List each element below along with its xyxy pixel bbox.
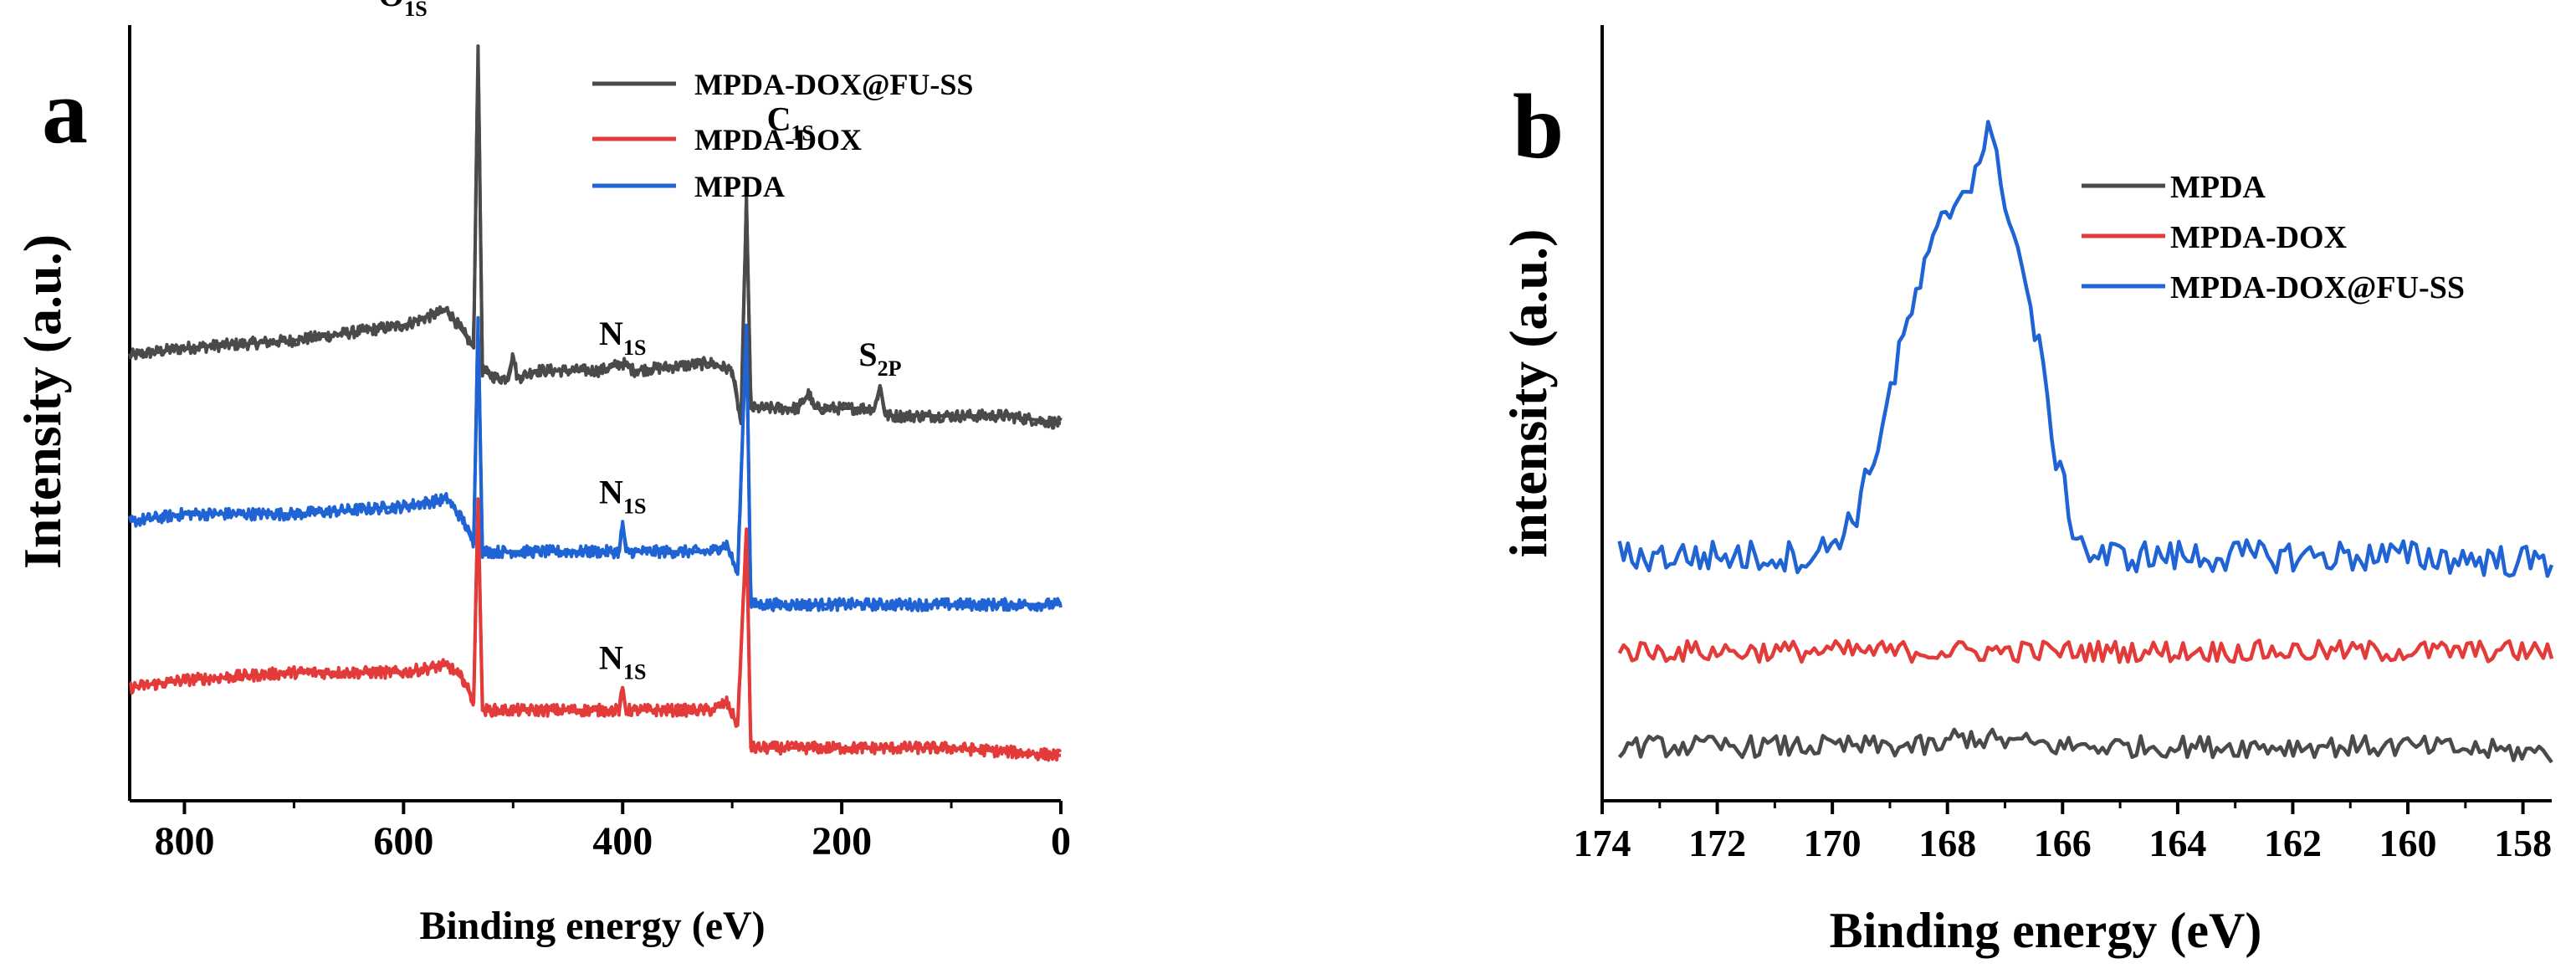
panel-a-series-peaks-mpda bbox=[129, 315, 1061, 607]
legend-label-mpda-dox-fu-ss: MPDA-DOX@FU-SS bbox=[2170, 270, 2465, 305]
panel-b-y-axis-title: intensity (a.u.) bbox=[1498, 229, 1558, 558]
panel-b-series-mpda bbox=[1617, 727, 2553, 764]
panel-a-series-peaks-mpda-dox bbox=[129, 497, 1062, 757]
panel-a-series-mpda-dox-fu-ss bbox=[128, 70, 1063, 430]
panel-a: a Intensity (a.u.) Binding energy (eV) O… bbox=[13, 0, 1071, 948]
panel-a-peak-label-mpda-dox-fu-ss-s: S2P bbox=[858, 336, 901, 381]
panel-a-letter: a bbox=[42, 60, 88, 162]
panel-b-series-mpda-dox-fu-ss bbox=[1617, 120, 2554, 578]
panel-b-x-tick-label: 164 bbox=[2148, 822, 2206, 864]
panel-b-series-mpda-dox bbox=[1617, 638, 2554, 664]
panel-b-plot-area bbox=[1600, 25, 2554, 802]
panel-a-legend: MPDA-DOX@FU-SS MPDA-DOX MPDA bbox=[592, 68, 973, 203]
panel-b-x-ticks: 174 172 170 168 166 164 162 160 158 bbox=[1574, 801, 2552, 864]
panel-b-x-tick-label: 170 bbox=[1804, 822, 1862, 864]
panel-b-x-tick-label: 166 bbox=[2034, 822, 2092, 864]
panel-a-series-mpda-dox bbox=[128, 517, 1063, 762]
legend-label-mpda-dox-fu-ss: MPDA-DOX@FU-SS bbox=[694, 68, 973, 101]
panel-a-x-tick-label: 200 bbox=[812, 819, 872, 864]
panel-a-peak-label-mpda-dox-fu-ss-c: C1S bbox=[767, 100, 814, 145]
panel-b-x-tick-label: 174 bbox=[1574, 822, 1631, 864]
panel-a-x-tick-label: 800 bbox=[154, 819, 214, 864]
panel-a-x-axis-title: Binding energy (eV) bbox=[419, 904, 765, 948]
legend-label-mpda: MPDA bbox=[2170, 170, 2266, 205]
panel-a-x-ticks: 800 600 400 200 0 bbox=[154, 801, 1071, 864]
panel-b-legend: MPDA MPDA-DOX MPDA-DOX@FU-SS bbox=[2082, 170, 2465, 305]
panel-b-x-axis-title: Binding energy (eV) bbox=[1830, 903, 2262, 958]
panel-a-series-peaks-mpda-dox-fu-ss bbox=[129, 44, 1062, 425]
panel-a-y-axis-title: Intensity (a.u.) bbox=[13, 234, 72, 569]
panel-a-peak-label-mpda-dox-n: N1S bbox=[599, 639, 646, 684]
panel-a-x-tick-label: 400 bbox=[592, 819, 653, 864]
panel-b-x-tick-label: 172 bbox=[1688, 822, 1746, 864]
panel-a-x-tick-label: 600 bbox=[373, 819, 433, 864]
panel-a-plot-area: O1S N1S C1S S2P N1S N1S bbox=[128, 0, 1063, 802]
panel-b-letter: b bbox=[1513, 75, 1564, 177]
panel-b-x-tick-label: 168 bbox=[1918, 822, 1976, 864]
legend-label-mpda-dox: MPDA-DOX bbox=[694, 123, 862, 156]
panel-b: b intensity (a.u.) Binding energy (eV) 1… bbox=[1498, 25, 2554, 958]
panel-a-x-tick-label: 0 bbox=[1051, 819, 1071, 864]
panel-a-peak-label-mpda-dox-fu-ss-n: N1S bbox=[599, 315, 646, 360]
panel-a-peak-label-mpda-n: N1S bbox=[599, 473, 646, 518]
panel-b-x-tick-label: 158 bbox=[2494, 822, 2552, 864]
panel-b-x-tick-label: 162 bbox=[2264, 822, 2322, 864]
legend-label-mpda: MPDA bbox=[694, 170, 785, 203]
panel-b-x-tick-label: 160 bbox=[2379, 822, 2437, 864]
legend-label-mpda-dox: MPDA-DOX bbox=[2170, 220, 2347, 255]
panel-a-peak-label-mpda-dox-fu-ss-o: O1S bbox=[378, 0, 428, 21]
